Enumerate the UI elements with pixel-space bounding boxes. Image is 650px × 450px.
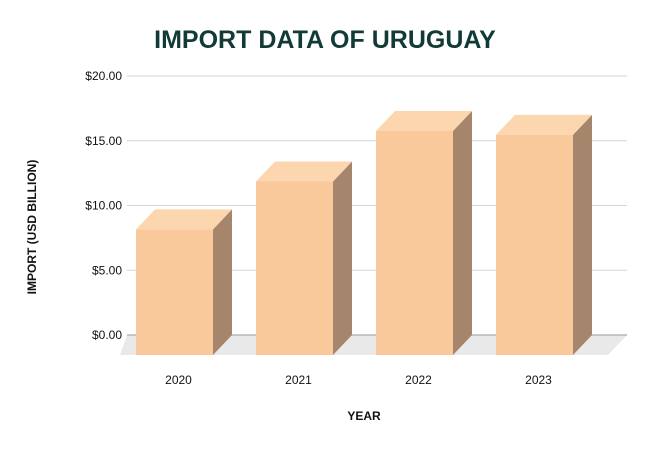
bar-front-face xyxy=(496,134,573,355)
y-tick-label: $10.00 xyxy=(85,199,122,213)
bar-side-face xyxy=(333,161,352,355)
bar-top-face xyxy=(496,114,592,135)
bar-top-face xyxy=(136,209,232,230)
bar-front-face xyxy=(376,130,453,355)
bar-side-face xyxy=(573,114,592,355)
x-tick-labels: 2020 2021 2022 2023 xyxy=(165,373,552,387)
y-tick-label: $5.00 xyxy=(92,263,122,277)
bar-front-face xyxy=(136,229,213,355)
y-tick-labels: $0.00 $5.00 $10.00 $15.00 $20.00 xyxy=(85,69,122,342)
y-tick-label: $20.00 xyxy=(85,69,122,83)
bar xyxy=(256,161,352,355)
bar-top-face xyxy=(256,161,352,182)
bar-top-face xyxy=(376,110,472,131)
bar xyxy=(496,114,592,355)
bar-side-face xyxy=(213,209,232,355)
bar xyxy=(136,209,232,355)
x-tick-label: 2023 xyxy=(525,373,552,387)
bar-front-face xyxy=(256,181,333,355)
x-tick-label: 2021 xyxy=(285,373,312,387)
y-tick-label: $15.00 xyxy=(85,134,122,148)
x-tick-label: 2020 xyxy=(165,373,192,387)
bar-side-face xyxy=(453,110,472,355)
x-tick-label: 2022 xyxy=(405,373,432,387)
bars xyxy=(136,110,592,355)
y-axis-label: IMPORT (USD BILLION) xyxy=(25,160,39,295)
y-tick-label: $0.00 xyxy=(92,328,122,342)
chart-title: IMPORT DATA OF URUGUAY xyxy=(154,26,496,54)
bar xyxy=(376,110,472,355)
x-axis-label: YEAR xyxy=(347,409,381,423)
